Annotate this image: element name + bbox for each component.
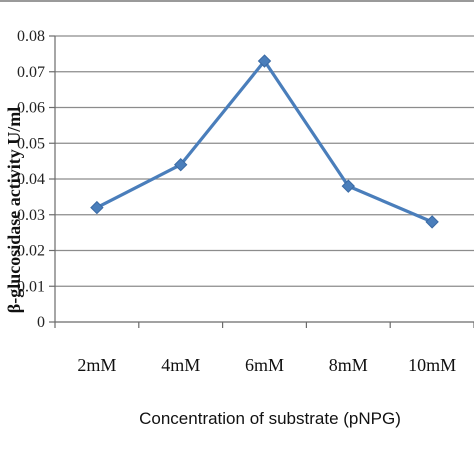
- y-tick-label: 0.01: [17, 278, 45, 295]
- x-tick-label: 6mM: [245, 355, 284, 375]
- y-tick-label: 0.07: [17, 64, 45, 81]
- y-tick-label: 0.05: [17, 135, 45, 152]
- x-tick-labels: 2mM 4mM 6mM 8mM 10mM: [77, 355, 456, 375]
- x-tick-label: 8mM: [329, 355, 368, 375]
- gridlines: [55, 35, 474, 287]
- y-tick-label: 0.02: [17, 243, 45, 260]
- x-tick-label: 10mM: [408, 355, 456, 375]
- y-tick-label: 0.03: [17, 207, 45, 224]
- x-axis-title: Concentration of substrate (pNPG): [139, 409, 401, 428]
- data-point-marker: [90, 200, 104, 215]
- series: [90, 54, 439, 229]
- y-tick-label: 0.04: [17, 171, 45, 188]
- data-point-marker: [425, 215, 439, 229]
- y-axis-title: β-glucosidase activity U/ml: [4, 107, 24, 313]
- x-tick-label: 4mM: [161, 355, 200, 375]
- data-point-marker: [257, 54, 272, 68]
- y-tick-label: 0.08: [17, 28, 45, 45]
- y-tick-label: 0: [37, 314, 45, 331]
- data-point-marker: [341, 179, 356, 193]
- y-tick-labels: 0 0.01 0.02 0.03 0.04 0.05 0.06 0.07 0.08: [17, 28, 45, 331]
- x-tick-label: 2mM: [77, 355, 116, 375]
- data-point-marker: [173, 157, 188, 172]
- y-tick-label: 0.06: [17, 100, 45, 117]
- axes: [49, 35, 474, 328]
- series-line: [95, 59, 434, 224]
